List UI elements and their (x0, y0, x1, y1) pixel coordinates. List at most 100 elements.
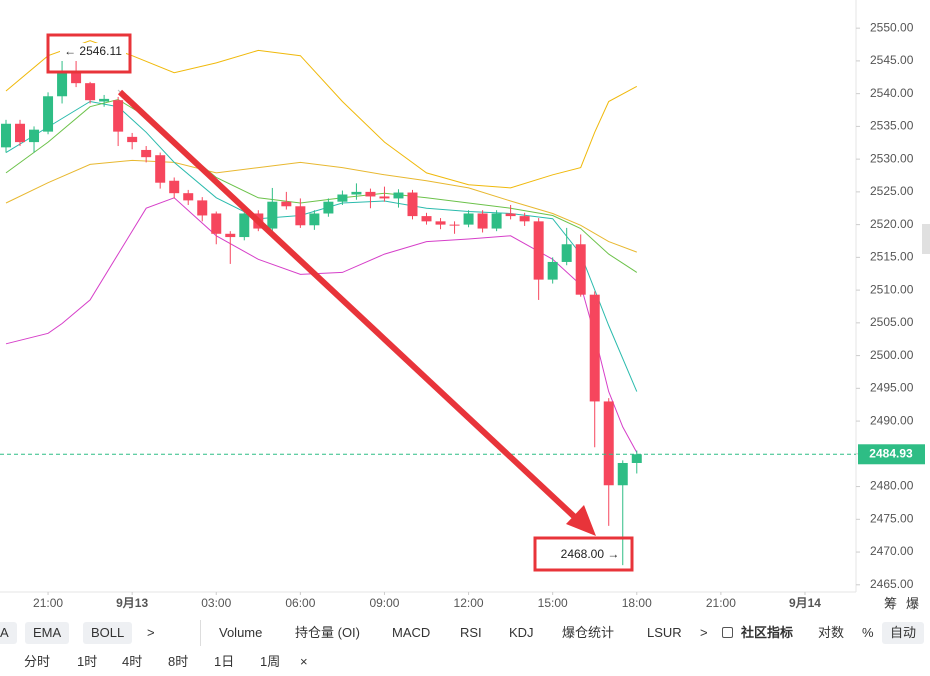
y-tick-label: 2470.00 (870, 544, 914, 558)
log-toggle[interactable]: 对数 (818, 625, 845, 640)
x-tick-label: 9月14 (789, 596, 821, 610)
x-tick-label: 21:00 (33, 596, 63, 610)
indicator-tab[interactable]: 持仓量 (OI) (295, 625, 360, 640)
candle-body (0, 123, 11, 148)
candle-body (239, 213, 250, 238)
indicator-tab[interactable]: Volume (219, 625, 263, 640)
last-price-label: 2484.93 (869, 446, 913, 460)
y-tick-label: 2510.00 (870, 282, 914, 296)
high-label: ← 2546.11 (64, 44, 122, 58)
interval-tab[interactable]: 8时 (168, 654, 189, 669)
side-tab[interactable]: 筹 (884, 596, 898, 611)
indicator-tab[interactable]: KDJ (509, 625, 534, 640)
candle-body (575, 244, 586, 295)
candle-body (463, 213, 474, 225)
percent-toggle[interactable]: % (862, 625, 874, 640)
y-tick-label: 2495.00 (870, 381, 914, 395)
indicator-tab[interactable]: A (0, 622, 17, 644)
y-tick-label: 2530.00 (870, 151, 914, 165)
candle-body (197, 200, 208, 216)
indicator-tab[interactable]: EMA (25, 622, 70, 644)
edit-icon[interactable] (722, 627, 733, 638)
resize-handle[interactable] (922, 224, 930, 254)
candle-body (71, 70, 82, 84)
candle-body (183, 193, 194, 201)
y-tick-label: 2465.00 (870, 577, 914, 591)
candle-body (533, 221, 544, 280)
x-tick-label: 15:00 (538, 596, 568, 610)
indicator-line (5, 40, 638, 189)
chart: 2465.002470.002475.002480.002485.002490.… (0, 0, 930, 610)
indicator-tab[interactable]: MACD (392, 625, 431, 640)
candle-body (477, 213, 488, 229)
interval-tab[interactable]: 4时 (122, 654, 143, 669)
candle-body (589, 294, 600, 402)
candle-body (323, 201, 334, 214)
interval-tab[interactable]: 1日 (214, 654, 235, 669)
y-tick-label: 2535.00 (870, 119, 914, 133)
candle-body (85, 83, 96, 101)
indicator-tab[interactable]: 爆仓统计 (562, 625, 615, 640)
arrow-head (566, 505, 596, 536)
auto-toggle[interactable]: 自动 (882, 622, 925, 644)
x-tick-label: 06:00 (285, 596, 315, 610)
candle-body (631, 454, 642, 463)
candle-body (393, 192, 404, 199)
y-tick-label: 2525.00 (870, 184, 914, 198)
y-tick-label: 2540.00 (870, 86, 914, 100)
high-box (46, 33, 132, 74)
community-indicators[interactable]: 社区指标 (741, 625, 794, 640)
y-tick-label: 2515.00 (870, 250, 914, 264)
x-tick-label: 21:00 (706, 596, 736, 610)
x-tick-label: 09:00 (369, 596, 399, 610)
candle-body (127, 136, 138, 143)
candle-body (421, 216, 432, 222)
candle-body (15, 123, 26, 143)
candle-body (281, 201, 292, 207)
indicator-tab[interactable]: LSUR (647, 625, 682, 640)
candle-body (435, 221, 446, 225)
interval-tab[interactable]: 1周 (260, 654, 281, 669)
y-tick-label: 2500.00 (870, 348, 914, 362)
x-tick-label: 18:00 (622, 596, 652, 610)
y-tick-label: 2505.00 (870, 315, 914, 329)
scroll-button[interactable]: > (147, 625, 155, 640)
candle-body (225, 233, 236, 238)
candle-body (561, 244, 572, 262)
separator (200, 620, 201, 646)
candle-body (29, 129, 40, 143)
candle-body (141, 149, 152, 158)
candle-body (351, 191, 362, 195)
candle-body (505, 213, 516, 217)
candle-body (337, 194, 348, 202)
high-label-bg (60, 43, 126, 61)
candle-body (169, 180, 180, 194)
indicator-tab[interactable]: RSI (460, 625, 482, 640)
close-button[interactable]: × (300, 654, 308, 669)
candle-body (309, 213, 320, 226)
candle-body (407, 192, 418, 217)
arrow-shaft (117, 89, 583, 525)
low-label: 2468.00 → (561, 547, 620, 561)
candle-body (295, 206, 306, 226)
interval-tab[interactable]: 分时 (24, 654, 51, 669)
x-tick-label: 9月13 (116, 596, 148, 610)
x-tick-label: 12:00 (454, 596, 484, 610)
candle-body (379, 196, 390, 199)
scroll-button[interactable]: > (700, 625, 708, 640)
plot: 2465.002470.002475.002480.002485.002490.… (0, 20, 925, 610)
candle-body (365, 191, 376, 197)
candle-body (617, 462, 628, 486)
side-tab[interactable]: 爆 (906, 596, 920, 611)
candle-body (449, 224, 460, 226)
y-tick-label: 2520.00 (870, 217, 914, 231)
candle-body (519, 216, 530, 222)
candle-body (99, 98, 110, 102)
indicator-tab[interactable]: BOLL (83, 622, 133, 644)
candle-body (155, 155, 166, 183)
interval-tab[interactable]: 1时 (77, 654, 98, 669)
indicator-line (5, 159, 637, 253)
y-tick-label: 2545.00 (870, 53, 914, 67)
candle-body (211, 213, 222, 234)
